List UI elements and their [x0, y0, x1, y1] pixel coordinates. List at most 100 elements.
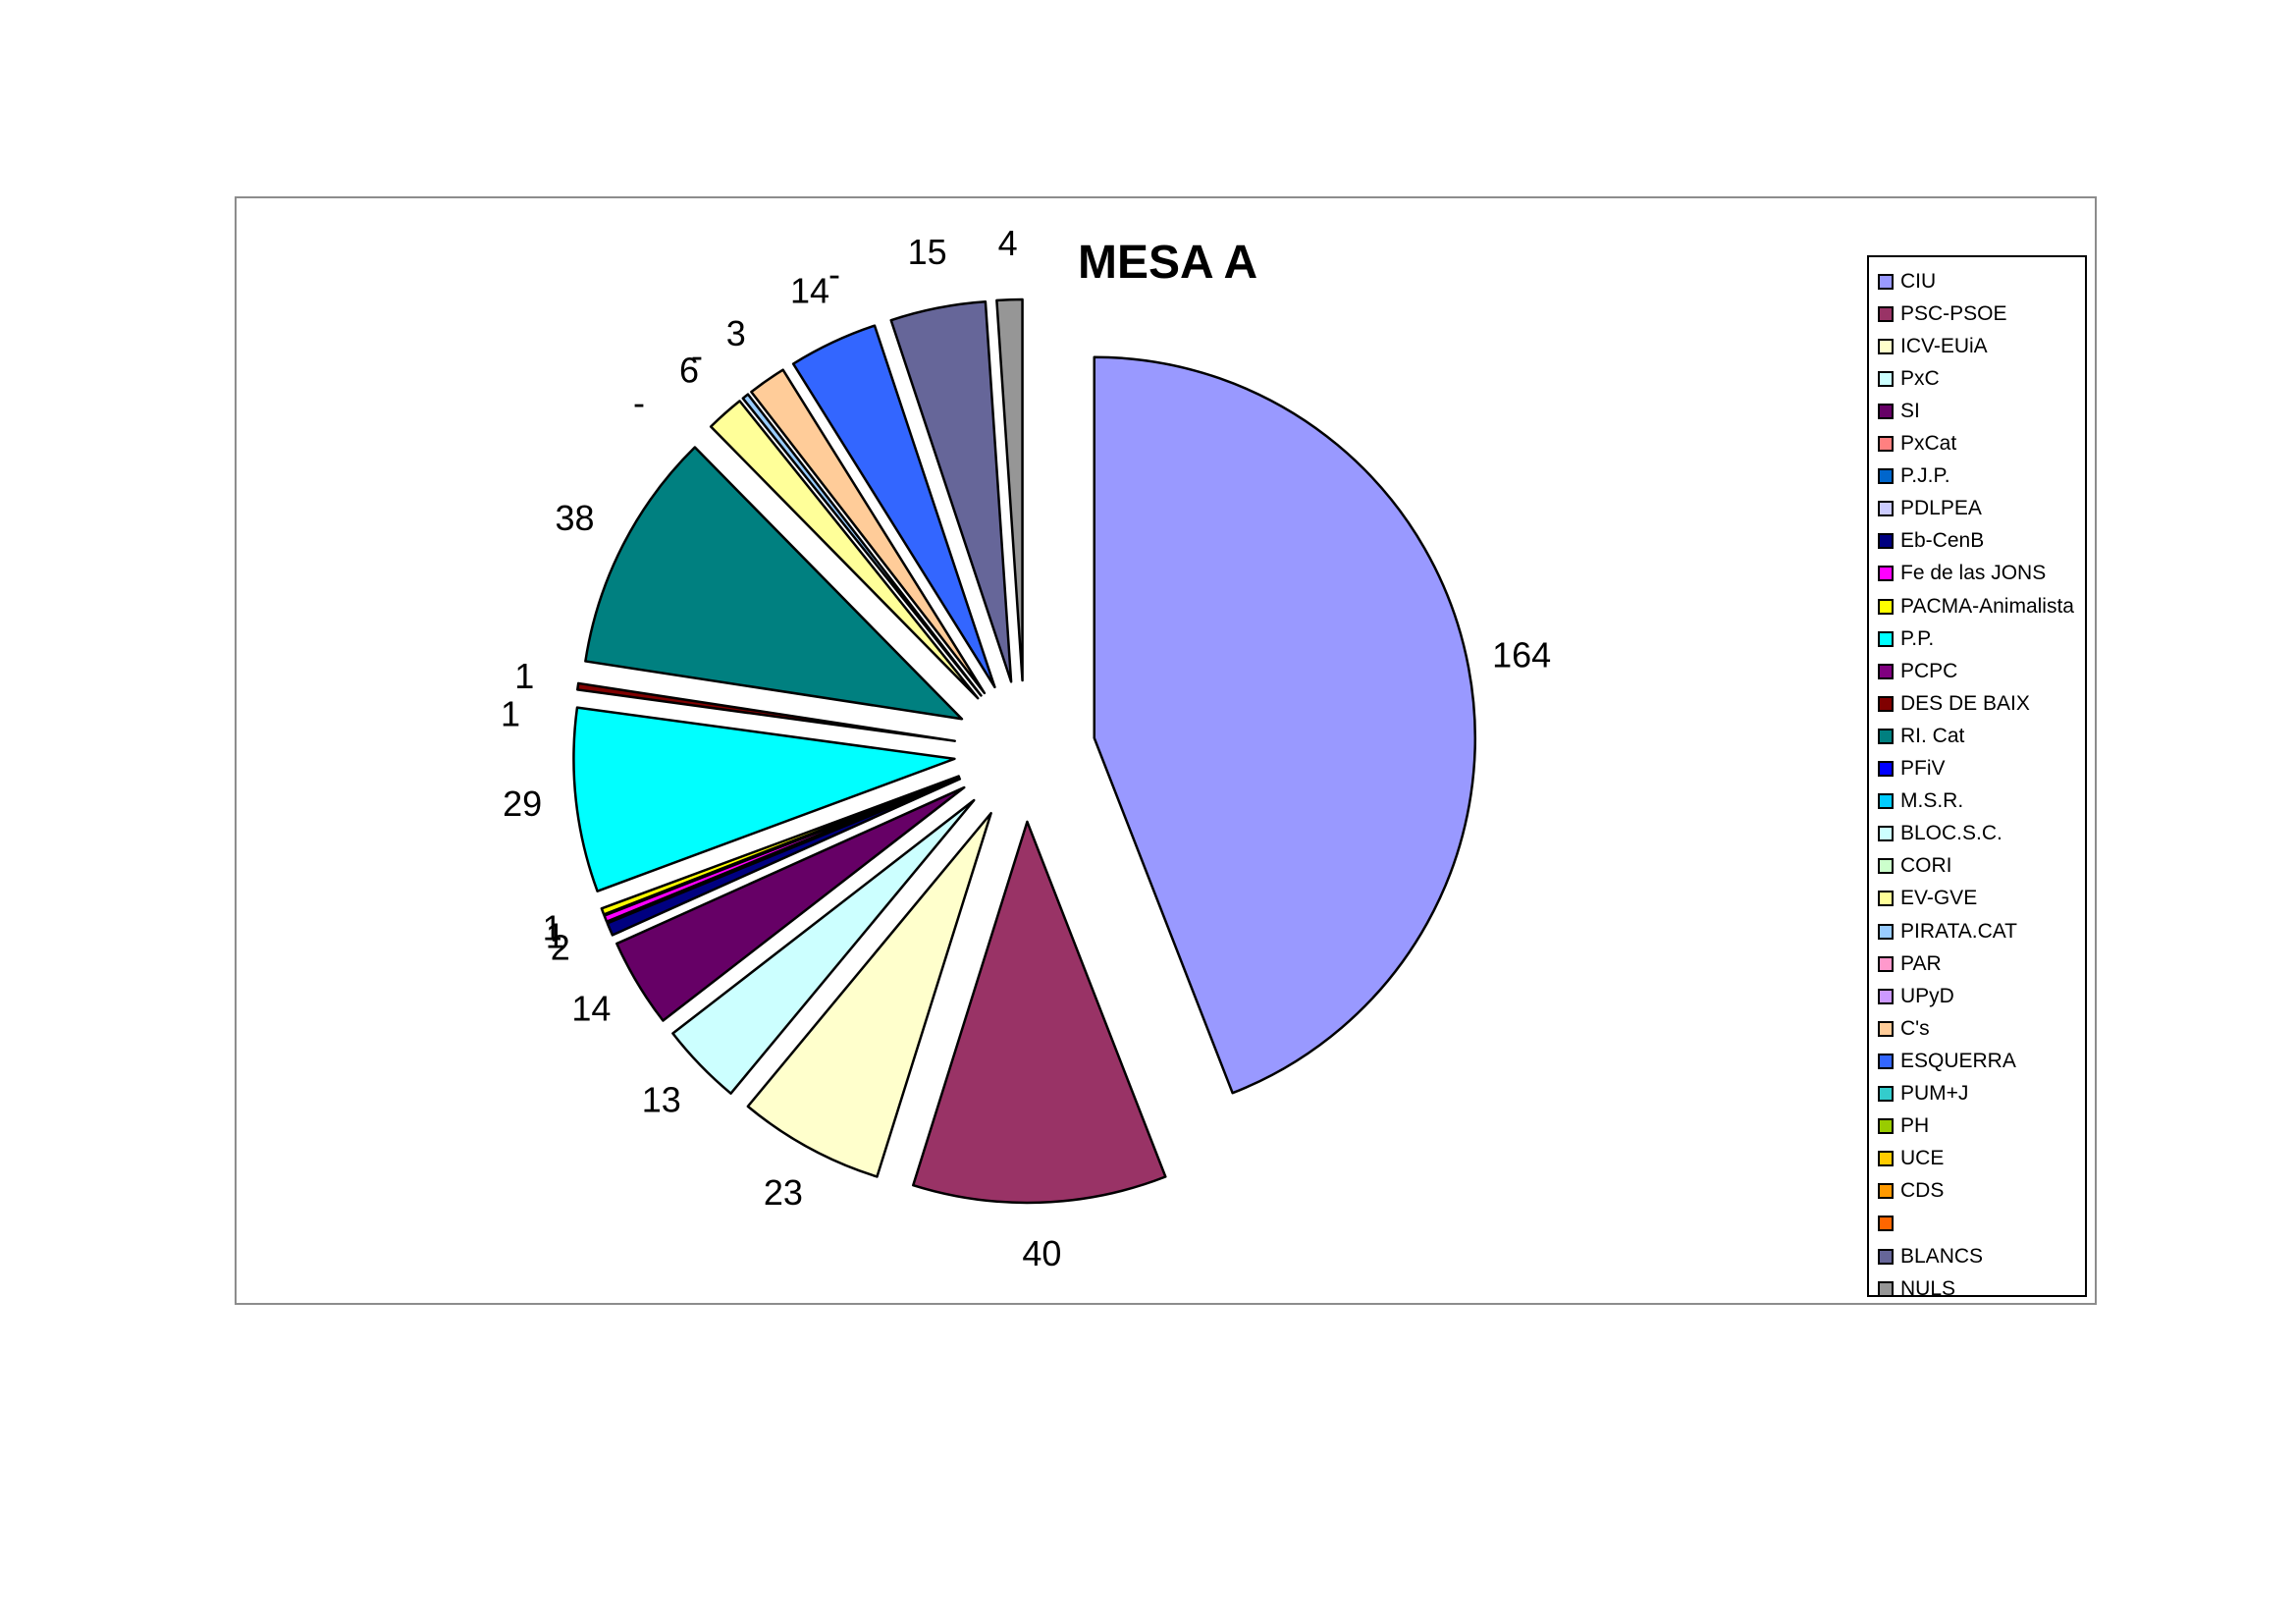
legend-swatch — [1878, 728, 1894, 744]
legend-swatch — [1878, 403, 1894, 419]
pie-slice-des-de-baix — [576, 681, 956, 742]
legend-label: CORI — [1900, 854, 1952, 878]
data-label: 15 — [908, 232, 947, 272]
legend-item: EV-GVE — [1869, 883, 1977, 915]
pie-slice-psc-psoe — [912, 820, 1167, 1205]
data-label: 2 — [551, 928, 570, 968]
data-label: 4 — [998, 223, 1018, 263]
legend-item: UCE — [1869, 1143, 1944, 1175]
legend-label: P.P. — [1900, 626, 1935, 650]
legend-swatch — [1878, 793, 1894, 810]
data-label: 3 — [726, 313, 746, 353]
legend-swatch — [1878, 1151, 1894, 1167]
data-label: - — [633, 383, 645, 423]
legend-item: P.J.P. — [1869, 460, 1950, 493]
legend-item: PFiV — [1869, 753, 1946, 785]
data-label: 1 — [501, 694, 520, 734]
pie-slice-icv-euia — [746, 811, 992, 1178]
legend-label: DES DE BAIX — [1900, 691, 2030, 715]
legend-item: PCPC — [1869, 655, 1957, 687]
data-label: 1 — [546, 916, 565, 956]
chart-legend: CIU PSC-PSOE ICV-EUiA PxC SI PxCat P.J.P. PDLPE… — [1867, 255, 2087, 1300]
pie-slice-eb-cenb — [606, 778, 962, 937]
pie-slice-pirata-cat — [741, 393, 983, 697]
legend-swatch — [1878, 1248, 1894, 1265]
data-label: - — [691, 336, 703, 376]
legend-item: NULS — [1869, 1272, 1955, 1305]
legend-label: PxCat — [1900, 432, 1957, 455]
legend-item: M.S.R. — [1869, 785, 1963, 818]
data-label: 40 — [1022, 1233, 1061, 1273]
pie-slice-ev-gve — [709, 400, 980, 700]
legend-label: UPyD — [1900, 984, 1954, 1007]
legend-item: PAR — [1869, 947, 1942, 980]
legend-swatch — [1878, 1216, 1894, 1232]
legend-swatch — [1878, 630, 1894, 647]
legend-label: PCPC — [1900, 659, 1958, 682]
legend-swatch — [1878, 273, 1894, 290]
legend-label: Eb-CenB — [1900, 529, 1985, 553]
legend-label: ESQUERRA — [1900, 1049, 2016, 1072]
legend-swatch — [1878, 468, 1894, 485]
legend-label: EV-GVE — [1900, 887, 1978, 910]
legend-label: ICV-EUiA — [1900, 334, 1988, 357]
legend-item: PUM+J — [1869, 1078, 1968, 1110]
data-label: 38 — [556, 498, 595, 538]
legend-swatch — [1878, 1053, 1894, 1069]
pie-slice-si — [615, 785, 966, 1022]
legend-swatch — [1878, 370, 1894, 387]
legend-label: PH — [1900, 1114, 1930, 1138]
legend-swatch — [1878, 826, 1894, 842]
legend-item: CDS — [1869, 1175, 1944, 1208]
legend-label: SI — [1900, 399, 1920, 422]
legend-label: PFiV — [1900, 757, 1946, 780]
legend-label: PxC — [1900, 366, 1940, 390]
data-label: 23 — [764, 1172, 803, 1213]
legend-label: PUM+J — [1900, 1082, 1969, 1105]
legend-swatch — [1878, 436, 1894, 452]
legend-label: PAR — [1900, 951, 1942, 975]
legend-label: BLOC.S.C. — [1900, 822, 2002, 845]
legend-swatch — [1878, 501, 1894, 517]
legend-swatch — [1878, 1020, 1894, 1037]
legend-item: BLANCS — [1869, 1240, 1983, 1272]
pie-slice-blancs — [889, 299, 1013, 683]
pie-slice-p-p- — [572, 706, 956, 892]
data-label: 13 — [642, 1079, 681, 1119]
legend-swatch — [1878, 858, 1894, 875]
data-label: 1 — [543, 907, 562, 947]
legend-swatch — [1878, 1183, 1894, 1200]
legend-swatch — [1878, 338, 1894, 354]
legend-label: PACMA-Animalista — [1900, 594, 2074, 618]
pie-slice-pxc — [671, 798, 976, 1095]
data-label: - — [828, 254, 840, 295]
legend-label: RI. Cat — [1900, 724, 1965, 747]
legend-item: RI. Cat — [1869, 720, 1964, 752]
pie-slice-esquerra — [791, 324, 996, 689]
legend-swatch — [1878, 566, 1894, 582]
legend-label: PIRATA.CAT — [1900, 919, 2018, 943]
legend-item: P.P. — [1869, 622, 1934, 655]
legend-swatch — [1878, 1280, 1894, 1297]
legend-item: PSC-PSOE — [1869, 297, 2007, 330]
legend-item: C's — [1869, 1012, 1930, 1045]
legend-item — [1869, 1208, 1900, 1240]
chart-title: MESA A — [1078, 237, 1258, 289]
legend-swatch — [1878, 598, 1894, 615]
legend-swatch — [1878, 955, 1894, 972]
legend-item: BLOC.S.C. — [1869, 818, 2002, 850]
legend-label: C's — [1900, 1016, 1930, 1040]
pie-slice-nuls — [995, 297, 1024, 682]
legend-swatch — [1878, 891, 1894, 907]
legend-item: UPyD — [1869, 980, 1954, 1012]
data-label: 1 — [514, 656, 534, 696]
legend-item: PxC — [1869, 362, 1940, 395]
legend-swatch — [1878, 1086, 1894, 1102]
data-label: 164 — [1492, 634, 1551, 675]
legend-swatch — [1878, 533, 1894, 550]
legend-item: Eb-CenB — [1869, 525, 1984, 558]
legend-item: PH — [1869, 1110, 1929, 1143]
pie-slice-pacma-animalista — [600, 775, 960, 916]
legend-item: DES DE BAIX — [1869, 687, 2030, 720]
